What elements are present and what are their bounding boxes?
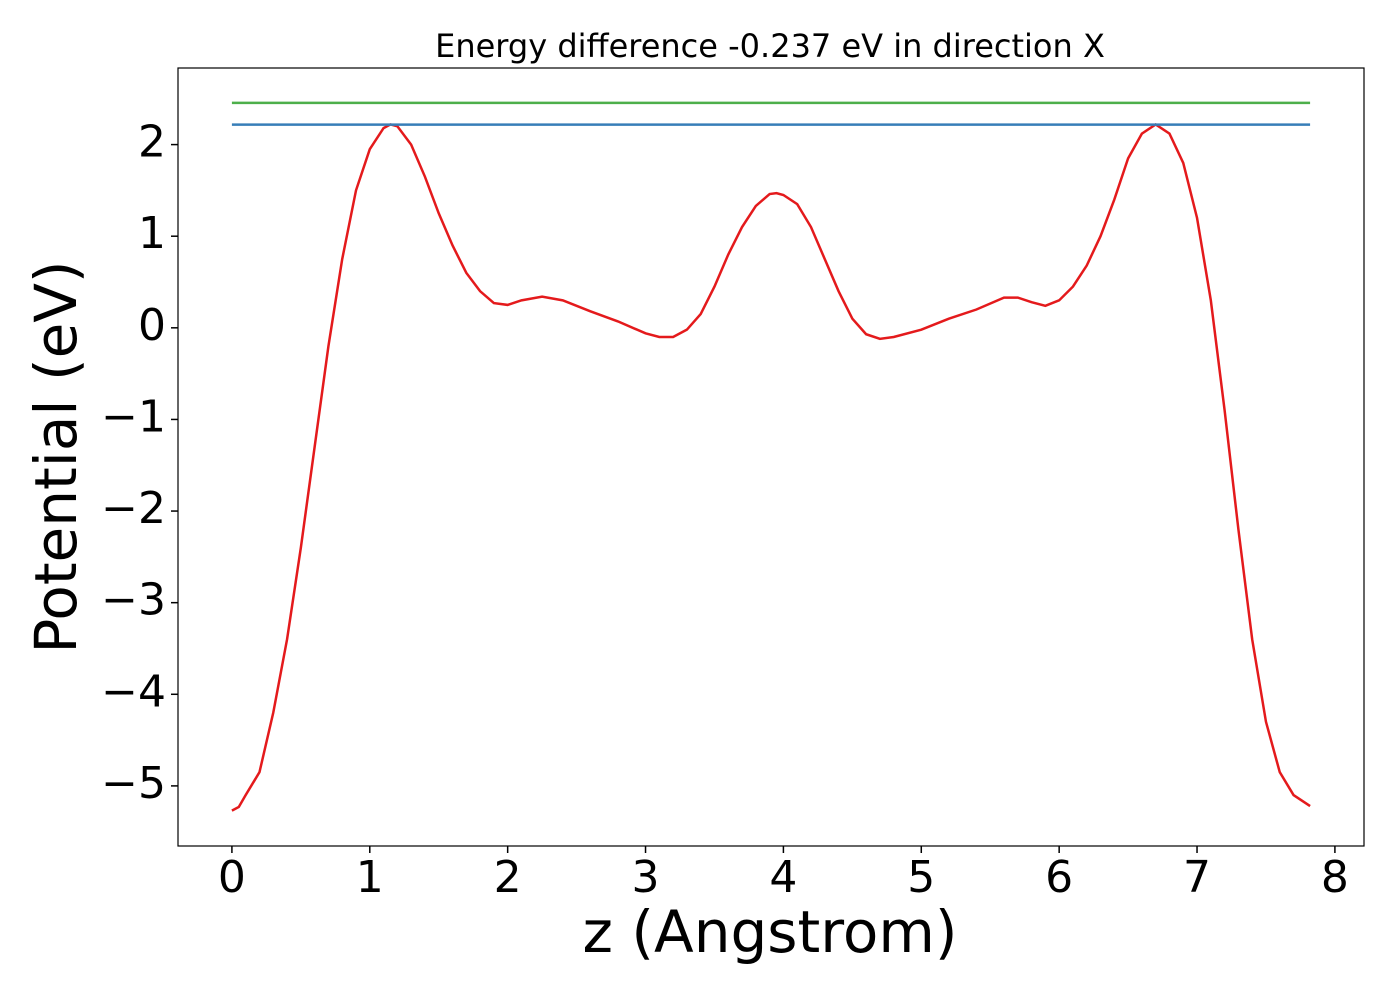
y-tick-label: −4 [101, 666, 166, 717]
data-line [231, 122, 1311, 812]
y-tick-label: 1 [138, 208, 166, 259]
x-tick-label: 2 [494, 852, 522, 903]
y-tick-label: 0 [138, 300, 166, 351]
x-tick-label: 4 [769, 852, 797, 903]
y-tick-label: 2 [138, 117, 166, 168]
x-tick-label: 3 [632, 852, 660, 903]
x-tick-label: 1 [356, 852, 384, 903]
y-tick-label: −5 [101, 758, 166, 809]
x-tick-label: 7 [1183, 852, 1211, 903]
x-tick-label: 5 [907, 852, 935, 903]
chart-title: Energy difference -0.237 eV in direction… [435, 27, 1105, 65]
x-axis-label: z (Angstrom) [583, 898, 958, 966]
y-tick-label: −1 [101, 391, 166, 442]
y-tick-label: −2 [101, 483, 166, 534]
plot-frame [177, 67, 1365, 847]
x-tick-label: 0 [218, 852, 246, 903]
y-tick-label: −3 [101, 575, 166, 626]
y-axis-label: Potential (eV) [22, 260, 90, 653]
x-tick-label: 8 [1321, 852, 1349, 903]
x-tick-label: 6 [1045, 852, 1073, 903]
